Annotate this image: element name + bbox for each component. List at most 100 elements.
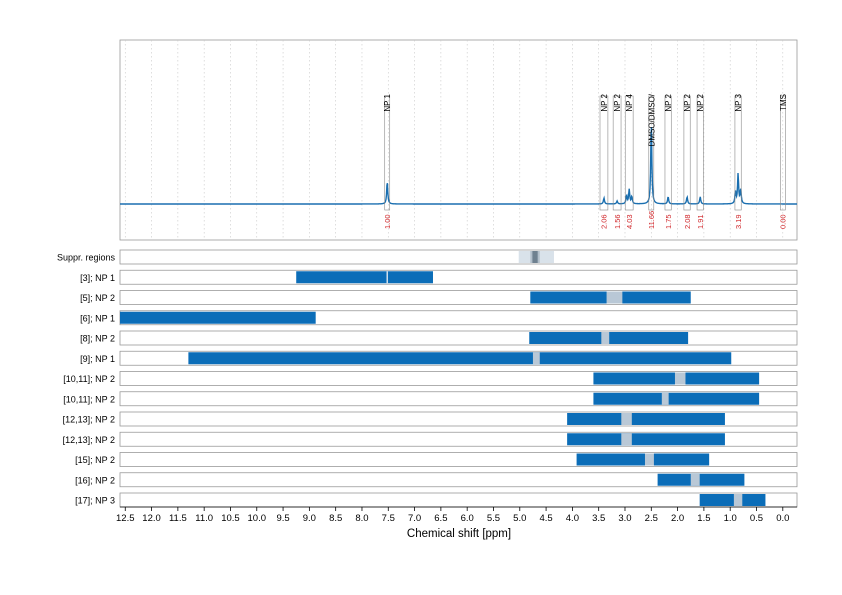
integration-row: [9]; NP 1 [80,350,798,366]
range-gap [690,473,700,486]
peak-integral: 1.91 [696,214,705,229]
x-tick-label: 2.5 [645,513,658,524]
row-label: [9]; NP 1 [80,354,115,364]
peak-label: NP 1 [383,93,392,111]
integration-row: [12,13]; NP 2 [63,431,798,447]
range-bar [296,271,433,284]
peak-label: NP 3 [734,93,743,111]
row-label: [10,11]; NP 2 [63,374,115,384]
integration-row: [17]; NP 3 [75,492,798,508]
integration-row: [12,13]; NP 2 [63,411,798,427]
range-gap [644,453,654,466]
x-tick-label: 11.5 [169,513,187,524]
row-label: [16]; NP 2 [75,475,115,485]
range-bar [188,352,732,365]
x-tick-label: 7.5 [382,513,395,524]
peak-label: NP 2 [696,93,705,111]
peak-integral: 2.06 [600,214,609,229]
peak-box [624,95,634,211]
x-axis: 12.5 12.0 11.5 11.0 10.5 10.0 9.5 9.0 8.5 8.0 7.5 7… [116,506,797,524]
x-tick-label: 12.5 [116,513,135,524]
x-tick-label: 6.5 [434,513,447,524]
peak-label: TMS [779,94,788,111]
range-bar [567,413,725,425]
peak-box [779,95,786,211]
peak-label: NP 2 [600,93,609,111]
integration-row: [6]; NP 1 [80,310,798,326]
spectrum-frame [119,39,798,241]
x-axis-label: Chemical shift [ppm] [407,528,511,540]
row-label: [5]; NP 2 [80,293,115,303]
x-tick-label: 5.0 [513,513,526,524]
x-tick-label: 0.5 [750,513,763,524]
range-bar [120,311,316,324]
x-tick-label: 8.5 [329,513,342,524]
range-gap [621,433,632,446]
row-frame [119,269,798,285]
range-bar [576,453,710,466]
peak-box [599,95,609,211]
row-frame [119,330,798,346]
integration-row: Suppr. regions [57,249,798,265]
x-tick-label: 12.0 [142,513,161,524]
peak-box [683,95,691,211]
spectrum-panel: NP 1 1.00 NP 2 2.06 NP 2 1.56 NP 4 4.03 DMSO/DMS… [119,39,798,241]
integration-row: [10,11]; NP 2 [63,391,798,407]
x-tick-label: 8.0 [355,513,368,524]
range-bar [657,473,745,486]
peak-box [648,95,655,211]
range-gap [532,352,540,365]
integration-row: [5]; NP 2 [80,290,798,305]
peak-box [384,95,391,211]
range-gap [601,332,610,344]
integration-row: [16]; NP 2 [75,472,798,488]
peak-label: DMSO/DMSO/ [647,93,656,146]
peak-integral: 1.56 [613,214,622,229]
row-frame [119,249,798,265]
peak-label: NP 2 [613,93,622,111]
row-frame [119,492,798,508]
x-tick-label: 4.0 [566,513,579,524]
peak-integral: 4.03 [625,214,634,229]
x-tick-label: 3.5 [592,513,605,524]
peak-integral: 1.00 [383,214,392,229]
range-gap [606,291,623,304]
row-label: [3]; NP 1 [80,273,115,283]
peak-integral: 0.00 [779,214,788,229]
row-label: [12,13]; NP 2 [63,435,115,445]
x-tick-label: 10.5 [221,513,240,524]
x-tick-label: 0.0 [776,513,789,524]
peak-integral: 1.75 [664,214,673,229]
row-frame [119,290,798,305]
peak-label: NP 4 [625,93,634,111]
x-tick-label: 2.0 [671,513,684,524]
range-gap [733,494,743,506]
peak-box [734,95,742,211]
integration-row: [10,11]; NP 2 [63,371,798,386]
range-bar [593,392,760,405]
x-tick-label: 6.0 [461,513,474,524]
integration-rows-panel: Suppr. regions [3]; NP 1 [5]; NP 2 [6]; NP … [57,249,798,508]
row-label: [15]; NP 2 [75,455,115,465]
x-tick-label: 3.0 [618,513,631,524]
peak-integral: 2.08 [683,214,692,229]
peak-box [696,95,704,211]
peak-integral: 11.66 [647,211,656,229]
x-tick-label: 4.5 [539,513,552,524]
peak-integral: 3.19 [734,214,743,229]
x-tick-label: 11.0 [195,513,213,524]
row-frame [119,472,798,488]
x-tick-label: 7.0 [408,513,421,524]
row-label: [6]; NP 1 [80,313,115,323]
peak-box [612,95,622,211]
integration-row: [3]; NP 1 [80,269,798,285]
row-label: [8]; NP 2 [80,334,115,344]
range-gap [661,392,669,405]
peak-label: NP 2 [683,93,692,111]
range-gap [621,413,632,425]
integration-row: [15]; NP 2 [75,452,798,467]
x-tick-label: 5.5 [487,513,500,524]
integration-row: [8]; NP 2 [80,330,798,346]
x-tick-label: 9.0 [303,513,316,524]
